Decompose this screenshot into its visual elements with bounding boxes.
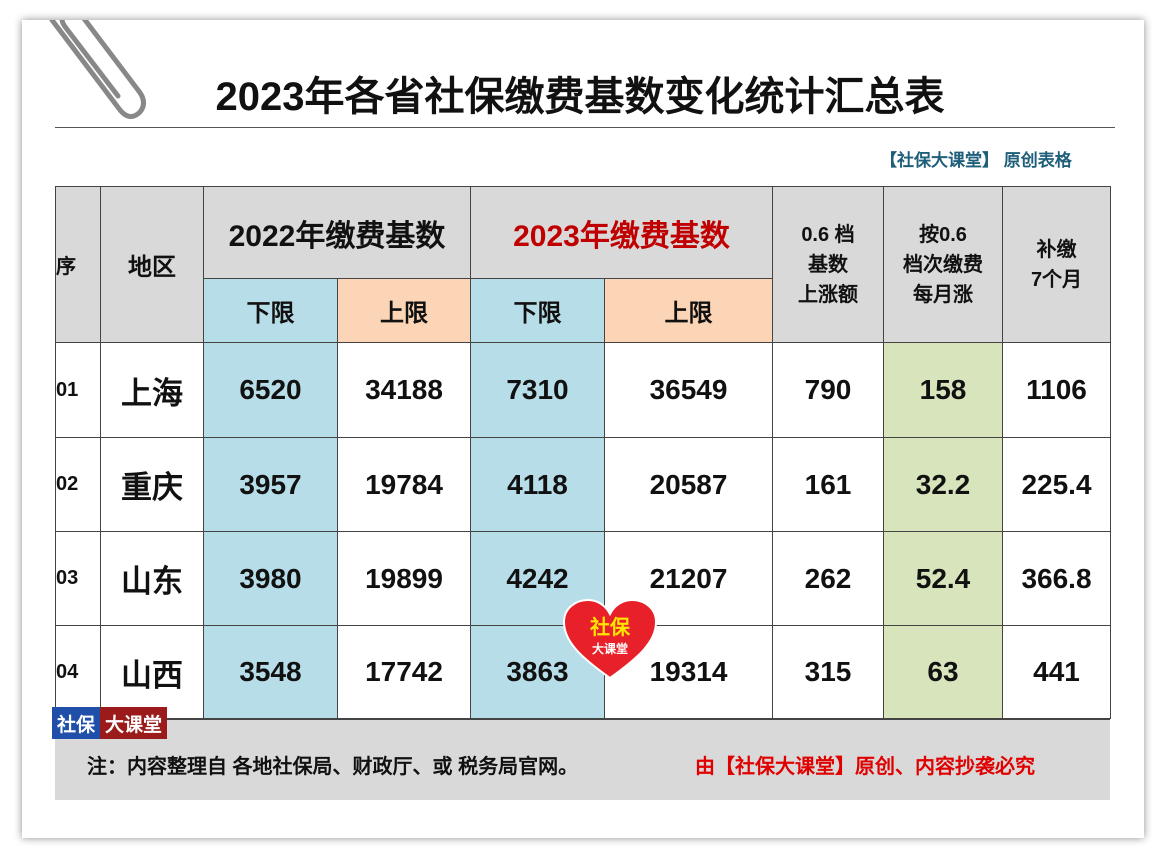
table-cell: 19899 — [337, 531, 471, 626]
table-cell: 7310 — [470, 342, 605, 438]
table-cell: 20587 — [604, 437, 773, 532]
table-cell: 4118 — [470, 437, 605, 532]
header-line: 每月涨 — [913, 283, 973, 306]
header-cell: 上限 — [604, 278, 773, 343]
paperclip — [49, 20, 146, 119]
header-cell: 按0.6 档次缴费每月涨 — [883, 186, 1003, 343]
table-cell: 366.8 — [1002, 531, 1111, 626]
table: 序 地区 2022年缴费基数 2023年缴费基数 0.6 档基数上涨额 按0.6… — [55, 186, 1111, 719]
table-cell: 790 — [772, 342, 884, 438]
table-cell: 225.4 — [1002, 437, 1111, 532]
table-cell: 上海 — [100, 342, 204, 438]
table-row: 03 山东 3980 19899 4242 21207 262 52.4 366.8 — [55, 531, 1111, 626]
footer-copyright: 由【社保大课堂】原创、内容抄袭必究 — [695, 756, 1035, 778]
badge: 社保 大课堂 — [52, 707, 168, 739]
header-line: 基数 — [808, 253, 848, 276]
table-cell: 3548 — [203, 625, 338, 719]
header-cell: 下限 — [470, 278, 605, 343]
table-cell: 02 — [55, 437, 101, 532]
header-line: 按0.6 — [919, 223, 967, 246]
footer: 注：内容整理自 各地社保局、财政厅、或 税务局官网。 由【社保大课堂】原创、内容… — [55, 718, 1110, 800]
table-cell: 21207 — [604, 531, 773, 626]
table-cell: 3980 — [203, 531, 338, 626]
header-cell: 下限 — [203, 278, 338, 343]
table-cell: 1106 — [1002, 342, 1111, 438]
table-cell: 03 — [55, 531, 101, 626]
table-cell: 山东 — [100, 531, 204, 626]
table-cell: 重庆 — [100, 437, 204, 532]
table-cell: 01 — [55, 342, 101, 438]
header-cell: 0.6 档基数上涨额 — [772, 186, 884, 343]
badge-right: 大课堂 — [100, 707, 168, 739]
table-cell: 04 — [55, 625, 101, 719]
heart-logo: 社保 大课堂 — [562, 598, 658, 680]
header-line: 上涨额 — [798, 283, 858, 306]
table-row: 04 山西 3548 17742 3863 19314 315 63 441 — [55, 625, 1111, 719]
header-cell: 补缴 7个月 — [1002, 186, 1111, 343]
title: 2023年各省社保缴费基数变化统计汇总表 — [215, 75, 945, 119]
header-cell: 上限 — [337, 278, 471, 343]
table-cell: 山西 — [100, 625, 204, 719]
table-cell: 3957 — [203, 437, 338, 532]
heart-bottom: 大课堂 — [592, 641, 628, 656]
table-row: 01 上海 6520 34188 7310 36549 790 158 1106 — [55, 342, 1111, 438]
table-cell: 6520 — [203, 342, 338, 438]
header-group: 2022年缴费基数 — [203, 186, 471, 279]
header-cell: 序 — [55, 186, 101, 343]
table-cell: 315 — [772, 625, 884, 719]
header-line: 补缴 — [1036, 238, 1077, 261]
table-cell: 17742 — [337, 625, 471, 719]
table-cell: 161 — [772, 437, 884, 532]
table-cell: 158 — [883, 342, 1003, 438]
table-cell: 63 — [883, 625, 1003, 719]
table-cell: 52.4 — [883, 531, 1003, 626]
table-row: 02 重庆 3957 19784 4118 20587 161 32.2 225.4 — [55, 437, 1111, 532]
table-cell: 262 — [772, 531, 884, 626]
title-rule — [55, 127, 1115, 128]
header-line: 档次缴费 — [903, 253, 983, 276]
heart-top: 社保 — [589, 615, 631, 639]
header-line: 7个月 — [1030, 268, 1083, 291]
table-cell: 32.2 — [883, 437, 1003, 532]
source-note: 【社保大课堂】 原创表格 — [880, 151, 1072, 170]
table-cell: 19784 — [337, 437, 471, 532]
table-cell: 36549 — [604, 342, 773, 438]
header-group: 2023年缴费基数 — [470, 186, 773, 279]
footer-note: 注：内容整理自 各地社保局、财政厅、或 税务局官网。 — [87, 756, 579, 778]
header-line: 0.6 档 — [801, 223, 855, 246]
badge-left: 社保 — [52, 707, 101, 739]
header-cell: 地区 — [100, 186, 204, 343]
table-cell: 441 — [1002, 625, 1111, 719]
table-cell: 34188 — [337, 342, 471, 438]
